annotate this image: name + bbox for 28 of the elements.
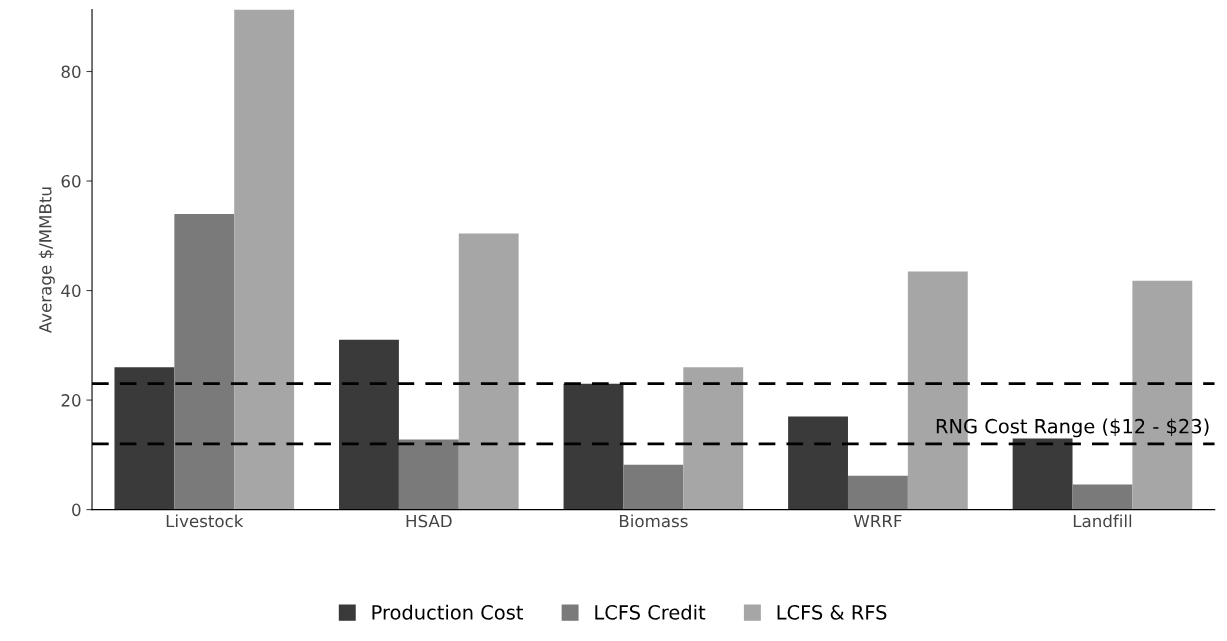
- bar: [114, 367, 175, 510]
- y-axis-title: Average $/MMBtu: [38, 187, 55, 334]
- bar: [1072, 484, 1133, 510]
- y-tick-label: 40: [61, 284, 81, 298]
- bar: [563, 383, 624, 510]
- legend-label: Production Cost: [372, 604, 523, 620]
- bar: [174, 213, 235, 510]
- y-tick-label: 0: [72, 503, 81, 517]
- x-tick-label: WRRF: [853, 514, 902, 528]
- bar: [683, 367, 744, 510]
- bar: [458, 233, 519, 510]
- ref-line-label: RNG Cost Range ($12 - $23): [936, 418, 1209, 438]
- x-tick-label: Landfill: [1073, 514, 1132, 528]
- legend-label: LCFS & RFS: [777, 605, 887, 620]
- y-tick-label: 60: [61, 174, 81, 188]
- bar: [623, 464, 684, 510]
- bar: [398, 439, 459, 510]
- bar: [339, 339, 399, 510]
- x-tick-label: Livestock: [166, 514, 244, 528]
- bar: [788, 416, 848, 510]
- bar: [1012, 438, 1073, 510]
- bar: [847, 475, 908, 510]
- legend-label: LCFS Credit: [595, 604, 706, 620]
- y-tick-label: 80: [61, 65, 81, 79]
- bar: [234, 9, 295, 510]
- y-tick-label: 20: [61, 394, 81, 407]
- x-tick-label: Biomass: [619, 514, 688, 528]
- x-tick-label: HSAD: [406, 514, 452, 528]
